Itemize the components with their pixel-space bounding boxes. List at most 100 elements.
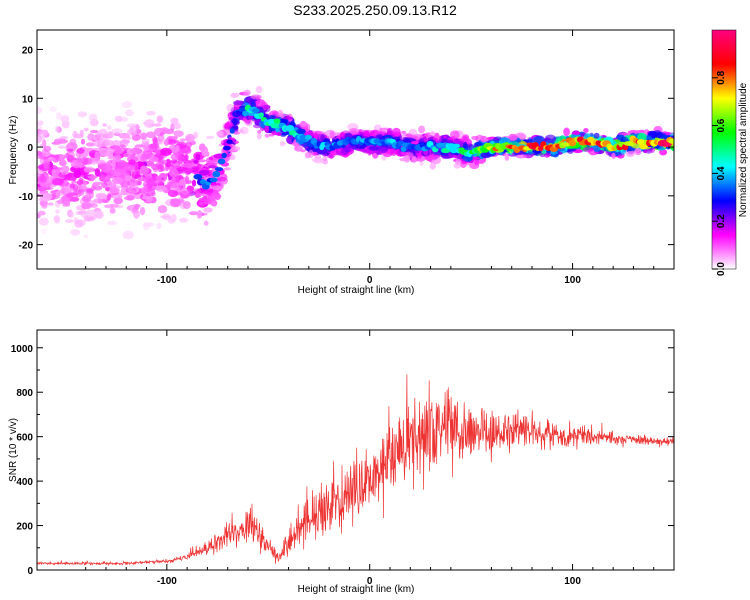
spectrogram-cell [64,219,74,223]
spectrogram-cell [85,209,97,217]
spectrogram-cell [264,124,270,133]
spectrogram-cell [157,205,168,214]
spectrogram-cell [77,184,82,189]
spectrogram-cell [114,115,123,123]
spectrogram-cell [304,123,311,132]
spectrogram-cell [95,192,107,200]
spectrogram-cell [418,125,426,134]
spectrogram-xtick-label: -100 [157,275,177,286]
spectrogram-cell [264,133,270,138]
spectrogram-cell [410,141,419,145]
spectrogram-cell [95,182,100,190]
spectrogram-cell [80,138,86,145]
spectrogram-cell [149,143,160,150]
spectrogram-cell [152,135,158,144]
spectrogram-cell [58,172,67,178]
spectrogram-cell [504,153,510,161]
spectrogram-cell [90,203,98,208]
spectrogram-ridge-cell [286,125,295,132]
spectrogram-cell [279,141,286,147]
spectrogram-cell [314,154,322,159]
spectrogram-ridge-cell [626,141,634,146]
spectrogram-cell [572,131,580,135]
spectrogram-cell [198,201,206,206]
spectrogram-cell [208,156,214,161]
spectrogram-cell [90,129,99,134]
spectrogram-cell [99,175,111,182]
spectrogram-cell [148,156,159,162]
spectrogram-cell [111,159,116,168]
spectrogram-cell [193,159,198,164]
snr-plot-area [37,330,674,570]
spectrogram-cell [119,144,126,148]
spectrogram-cell [107,193,112,201]
spectrogram-cell [155,175,162,182]
spectrogram-ridge-cell [400,146,407,153]
spectrogram-cell [463,143,469,151]
spectrogram-cell [255,99,266,107]
spectrogram-cell [611,152,616,159]
spectrogram-cell [157,164,164,173]
snr-ytick-label: 600 [16,433,33,444]
spectrogram-cell [76,180,84,185]
snr-ytick-label: 1000 [11,344,34,355]
spectrogram-cell [243,89,251,97]
spectrogram-cell [480,135,488,143]
spectrogram-cell [179,138,187,142]
snr-ylabel: SNR (10 * v/v) [8,418,19,482]
spectrogram-cell [168,169,179,178]
spectrogram-cell [474,141,483,147]
spectrogram-ridge-cell [270,123,279,129]
spectrogram-cell [109,207,116,214]
spectrogram-cell [42,129,48,136]
spectrogram-cell [515,154,528,159]
spectrogram-cell [106,172,112,177]
spectrogram-ridge-cell [193,174,203,180]
spectrogram-cell [66,154,74,162]
spectrogram-ridge-cell [221,152,227,159]
colorbar-ticks: 0.0 0.2 0.4 0.6 0.8 [712,70,727,276]
spectrogram-cell [74,220,84,228]
spectrogram-cell [53,215,61,224]
spectrogram-cell [37,106,43,115]
snr-xtick-label: 0 [367,576,373,587]
spectrogram-cell [123,164,135,171]
spectrogram-cell [164,138,169,146]
spectrogram-xtick-label: 0 [367,275,373,286]
spectrogram-cell [132,129,137,136]
spectrogram-cell [55,190,63,197]
spectrogram-cell [38,197,51,202]
spectrogram-cell [239,129,244,134]
spectrogram-cell [99,148,111,157]
spectrogram-cell [68,211,75,219]
spectrogram-ridge-cell [212,171,221,178]
spectrogram-ridge-cell [273,118,281,124]
spectrogram-cell [69,196,80,202]
spectrogram-cell [77,111,88,118]
spectrogram-cell [60,115,70,123]
spectrogram-ridge-cell [217,158,226,165]
spectrogram-cell [376,134,383,138]
spectrogram-cell [83,157,93,166]
spectrogram-cell [392,127,401,137]
spectrogram-cell [146,196,154,203]
spectrogram-cell [250,94,262,100]
colorbar: 0.0 0.2 0.4 0.6 0.8 Normalized spectral ampl… [711,29,749,276]
spectrogram-ridge-cell [305,134,312,140]
spectrogram-cell [232,100,245,106]
snr-frame [36,329,675,571]
spectrogram-cell [83,127,89,132]
spectrogram-cell [101,166,111,174]
spectrogram-cell [255,85,263,94]
spectrogram-cell [49,106,57,112]
figure-title: S233.2025.250.09.13.R12 [293,2,457,18]
spectrogram-cell [133,146,138,154]
spectrogram-cell [93,198,103,204]
spectrogram-cell [141,138,150,146]
spectrogram-cell [455,158,462,166]
spectrogram-cell [184,153,189,162]
spectrogram-cell [135,153,146,162]
spectrogram-cell [124,175,132,182]
